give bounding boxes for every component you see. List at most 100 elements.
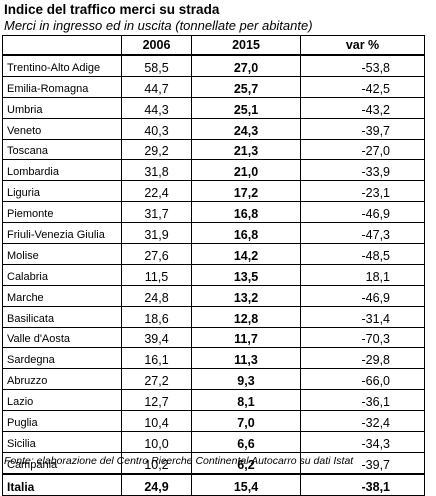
value-2015-cell: 25,7 <box>191 75 301 98</box>
region-cell: Sardegna <box>2 347 122 370</box>
value-2015-cell: 6,6 <box>191 431 301 453</box>
table-row: Liguria 22,4 17,2 -23,1 <box>2 180 425 203</box>
var-pct-cell: -66,0 <box>300 368 425 391</box>
var-pct-cell: -33,9 <box>300 159 425 182</box>
var-pct-cell: -46,9 <box>300 201 425 224</box>
region-cell: Emilia-Romagna <box>2 75 122 98</box>
value-2006-cell: 31,7 <box>121 201 192 224</box>
value-2015-cell: 9,3 <box>191 368 301 391</box>
value-2006-cell: 10,0 <box>121 431 192 453</box>
value-2006-cell: 12,7 <box>121 389 192 412</box>
var-pct-cell: -34,3 <box>300 431 425 453</box>
region-cell: Piemonte <box>2 201 122 224</box>
table-row: Molise 27,6 14,2 -48,5 <box>2 243 425 265</box>
value-2015-cell: 13,2 <box>191 284 301 307</box>
var-pct-cell: -39,7 <box>300 117 425 140</box>
header-var-pct: var % <box>300 35 425 56</box>
var-pct-cell: -36,1 <box>300 389 425 412</box>
table-row: Emilia-Romagna 44,7 25,7 -42,5 <box>2 75 425 98</box>
value-2006-cell: 24,8 <box>121 284 192 307</box>
region-cell: Abruzzo <box>2 368 122 391</box>
region-cell: Basilicata <box>2 305 122 328</box>
value-2015-cell: 11,3 <box>191 347 301 370</box>
value-2006-cell: 22,4 <box>121 180 192 203</box>
region-cell: Puglia <box>2 410 122 433</box>
region-cell: Valle d'Aosta <box>2 326 122 349</box>
var-pct-cell: -47,3 <box>300 222 425 245</box>
region-cell: Veneto <box>2 117 122 140</box>
table-row: Valle d'Aosta 39,4 11,7 -70,3 <box>2 326 425 349</box>
var-pct-cell: -23,1 <box>300 180 425 203</box>
value-2006-cell: 44,3 <box>121 96 192 119</box>
value-2015-cell: 15,4 <box>191 472 301 496</box>
table-row: Piemonte 31,7 16,8 -46,9 <box>2 201 425 224</box>
region-cell: Lazio <box>2 389 122 412</box>
region-cell: Liguria <box>2 180 122 203</box>
value-2006-cell: 31,9 <box>121 222 192 245</box>
value-2015-cell: 13,5 <box>191 263 301 286</box>
table-row: Umbria 44,3 25,1 -43,2 <box>2 96 425 119</box>
var-pct-cell: -27,0 <box>300 138 425 161</box>
value-2006-cell: 31,8 <box>121 159 192 182</box>
var-pct-cell: -31,4 <box>300 305 425 328</box>
value-2015-cell: 12,8 <box>191 305 301 328</box>
source-note: Fonte: elaborazione del Centro Ricerche … <box>4 455 354 467</box>
value-2006-cell: 27,6 <box>121 243 192 265</box>
table-row: Basilicata 18,6 12,8 -31,4 <box>2 305 425 328</box>
total-row: Italia 24,9 15,4 -38,1 <box>2 472 425 496</box>
var-pct-cell: -46,9 <box>300 284 425 307</box>
table-row: Lombardia 31,8 21,0 -33,9 <box>2 159 425 182</box>
value-2015-cell: 7,0 <box>191 410 301 433</box>
value-2006-cell: 10,4 <box>121 410 192 433</box>
table-row: Veneto 40,3 24,3 -39,7 <box>2 117 425 140</box>
var-pct-cell: -42,5 <box>300 75 425 98</box>
var-pct-cell: -29,8 <box>300 347 425 370</box>
value-2006-cell: 27,2 <box>121 368 192 391</box>
region-cell: Marche <box>2 284 122 307</box>
region-cell: Sicilia <box>2 431 122 453</box>
var-pct-cell: -53,8 <box>300 54 425 77</box>
value-2015-cell: 16,8 <box>191 222 301 245</box>
table-title: Indice del traffico merci su strada <box>4 2 220 17</box>
header-2015: 2015 <box>191 35 301 56</box>
value-2006-cell: 40,3 <box>121 117 192 140</box>
value-2015-cell: 16,8 <box>191 201 301 224</box>
region-cell: Italia <box>2 472 122 496</box>
table-row: Calabria 11,5 13,5 18,1 <box>2 263 425 286</box>
value-2015-cell: 21,3 <box>191 138 301 161</box>
region-cell: Calabria <box>2 263 122 286</box>
value-2015-cell: 27,0 <box>191 54 301 77</box>
table-body: Trentino-Alto Adige 58,5 27,0 -53,8 Emilia-R… <box>2 54 425 496</box>
table-row: Sicilia 10,0 6,6 -34,3 <box>2 431 425 453</box>
table-row: Lazio 12,7 8,1 -36,1 <box>2 389 425 412</box>
value-2015-cell: 14,2 <box>191 243 301 265</box>
value-2015-cell: 25,1 <box>191 96 301 119</box>
value-2006-cell: 29,2 <box>121 138 192 161</box>
table-row: Sardegna 16,1 11,3 -29,8 <box>2 347 425 370</box>
value-2006-cell: 24,9 <box>121 472 192 496</box>
var-pct-cell: -70,3 <box>300 326 425 349</box>
table-row: Trentino-Alto Adige 58,5 27,0 -53,8 <box>2 54 425 77</box>
header-2006: 2006 <box>121 35 192 56</box>
var-pct-cell: -32,4 <box>300 410 425 433</box>
region-cell: Molise <box>2 243 122 265</box>
table-row: Friuli-Venezia Giulia 31,9 16,8 -47,3 <box>2 222 425 245</box>
region-cell: Friuli-Venezia Giulia <box>2 222 122 245</box>
header-region <box>2 35 122 56</box>
value-2015-cell: 24,3 <box>191 117 301 140</box>
region-cell: Toscana <box>2 138 122 161</box>
table-subtitle: Merci in ingresso ed in uscita (tonnella… <box>4 18 313 33</box>
table-row: Abruzzo 27,2 9,3 -66,0 <box>2 368 425 391</box>
value-2006-cell: 18,6 <box>121 305 192 328</box>
region-cell: Trentino-Alto Adige <box>2 54 122 77</box>
value-2006-cell: 39,4 <box>121 326 192 349</box>
value-2006-cell: 16,1 <box>121 347 192 370</box>
header-row: 2006 2015 var % <box>2 35 425 56</box>
var-pct-cell: -38,1 <box>300 472 425 496</box>
value-2015-cell: 21,0 <box>191 159 301 182</box>
var-pct-cell: -43,2 <box>300 96 425 119</box>
var-pct-cell: -48,5 <box>300 243 425 265</box>
value-2006-cell: 58,5 <box>121 54 192 77</box>
table-row: Toscana 29,2 21,3 -27,0 <box>2 138 425 161</box>
table-row: Marche 24,8 13,2 -46,9 <box>2 284 425 307</box>
